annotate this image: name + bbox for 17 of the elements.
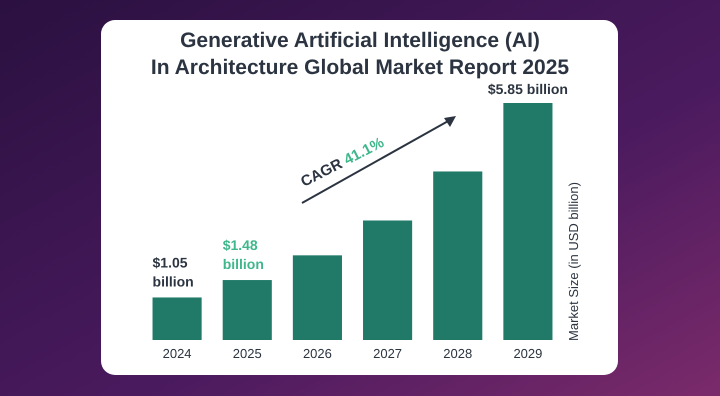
bar [222, 280, 272, 340]
bar [433, 171, 482, 340]
data-label: $1.05 billion [152, 254, 194, 290]
x-tick-label: 2026 [302, 346, 332, 361]
bar [292, 255, 342, 340]
x-tick-label: 2025 [232, 346, 262, 361]
chart-title: Generative Artificial Intelligence (AI) In Architecture Global Market Report 2025 [150, 29, 570, 79]
data-label: $1.48 billion [222, 237, 264, 272]
y-axis-title: Market Size (in USD billion) [566, 182, 581, 341]
bar [503, 103, 552, 340]
x-tick-label: 2024 [162, 346, 192, 361]
x-tick-label: 2029 [513, 346, 542, 361]
bar [152, 297, 202, 340]
data-label: $5.85 billion [488, 81, 568, 97]
x-tick-label: 2028 [443, 346, 472, 361]
x-tick-label: 2027 [373, 346, 402, 361]
bar [363, 220, 412, 340]
